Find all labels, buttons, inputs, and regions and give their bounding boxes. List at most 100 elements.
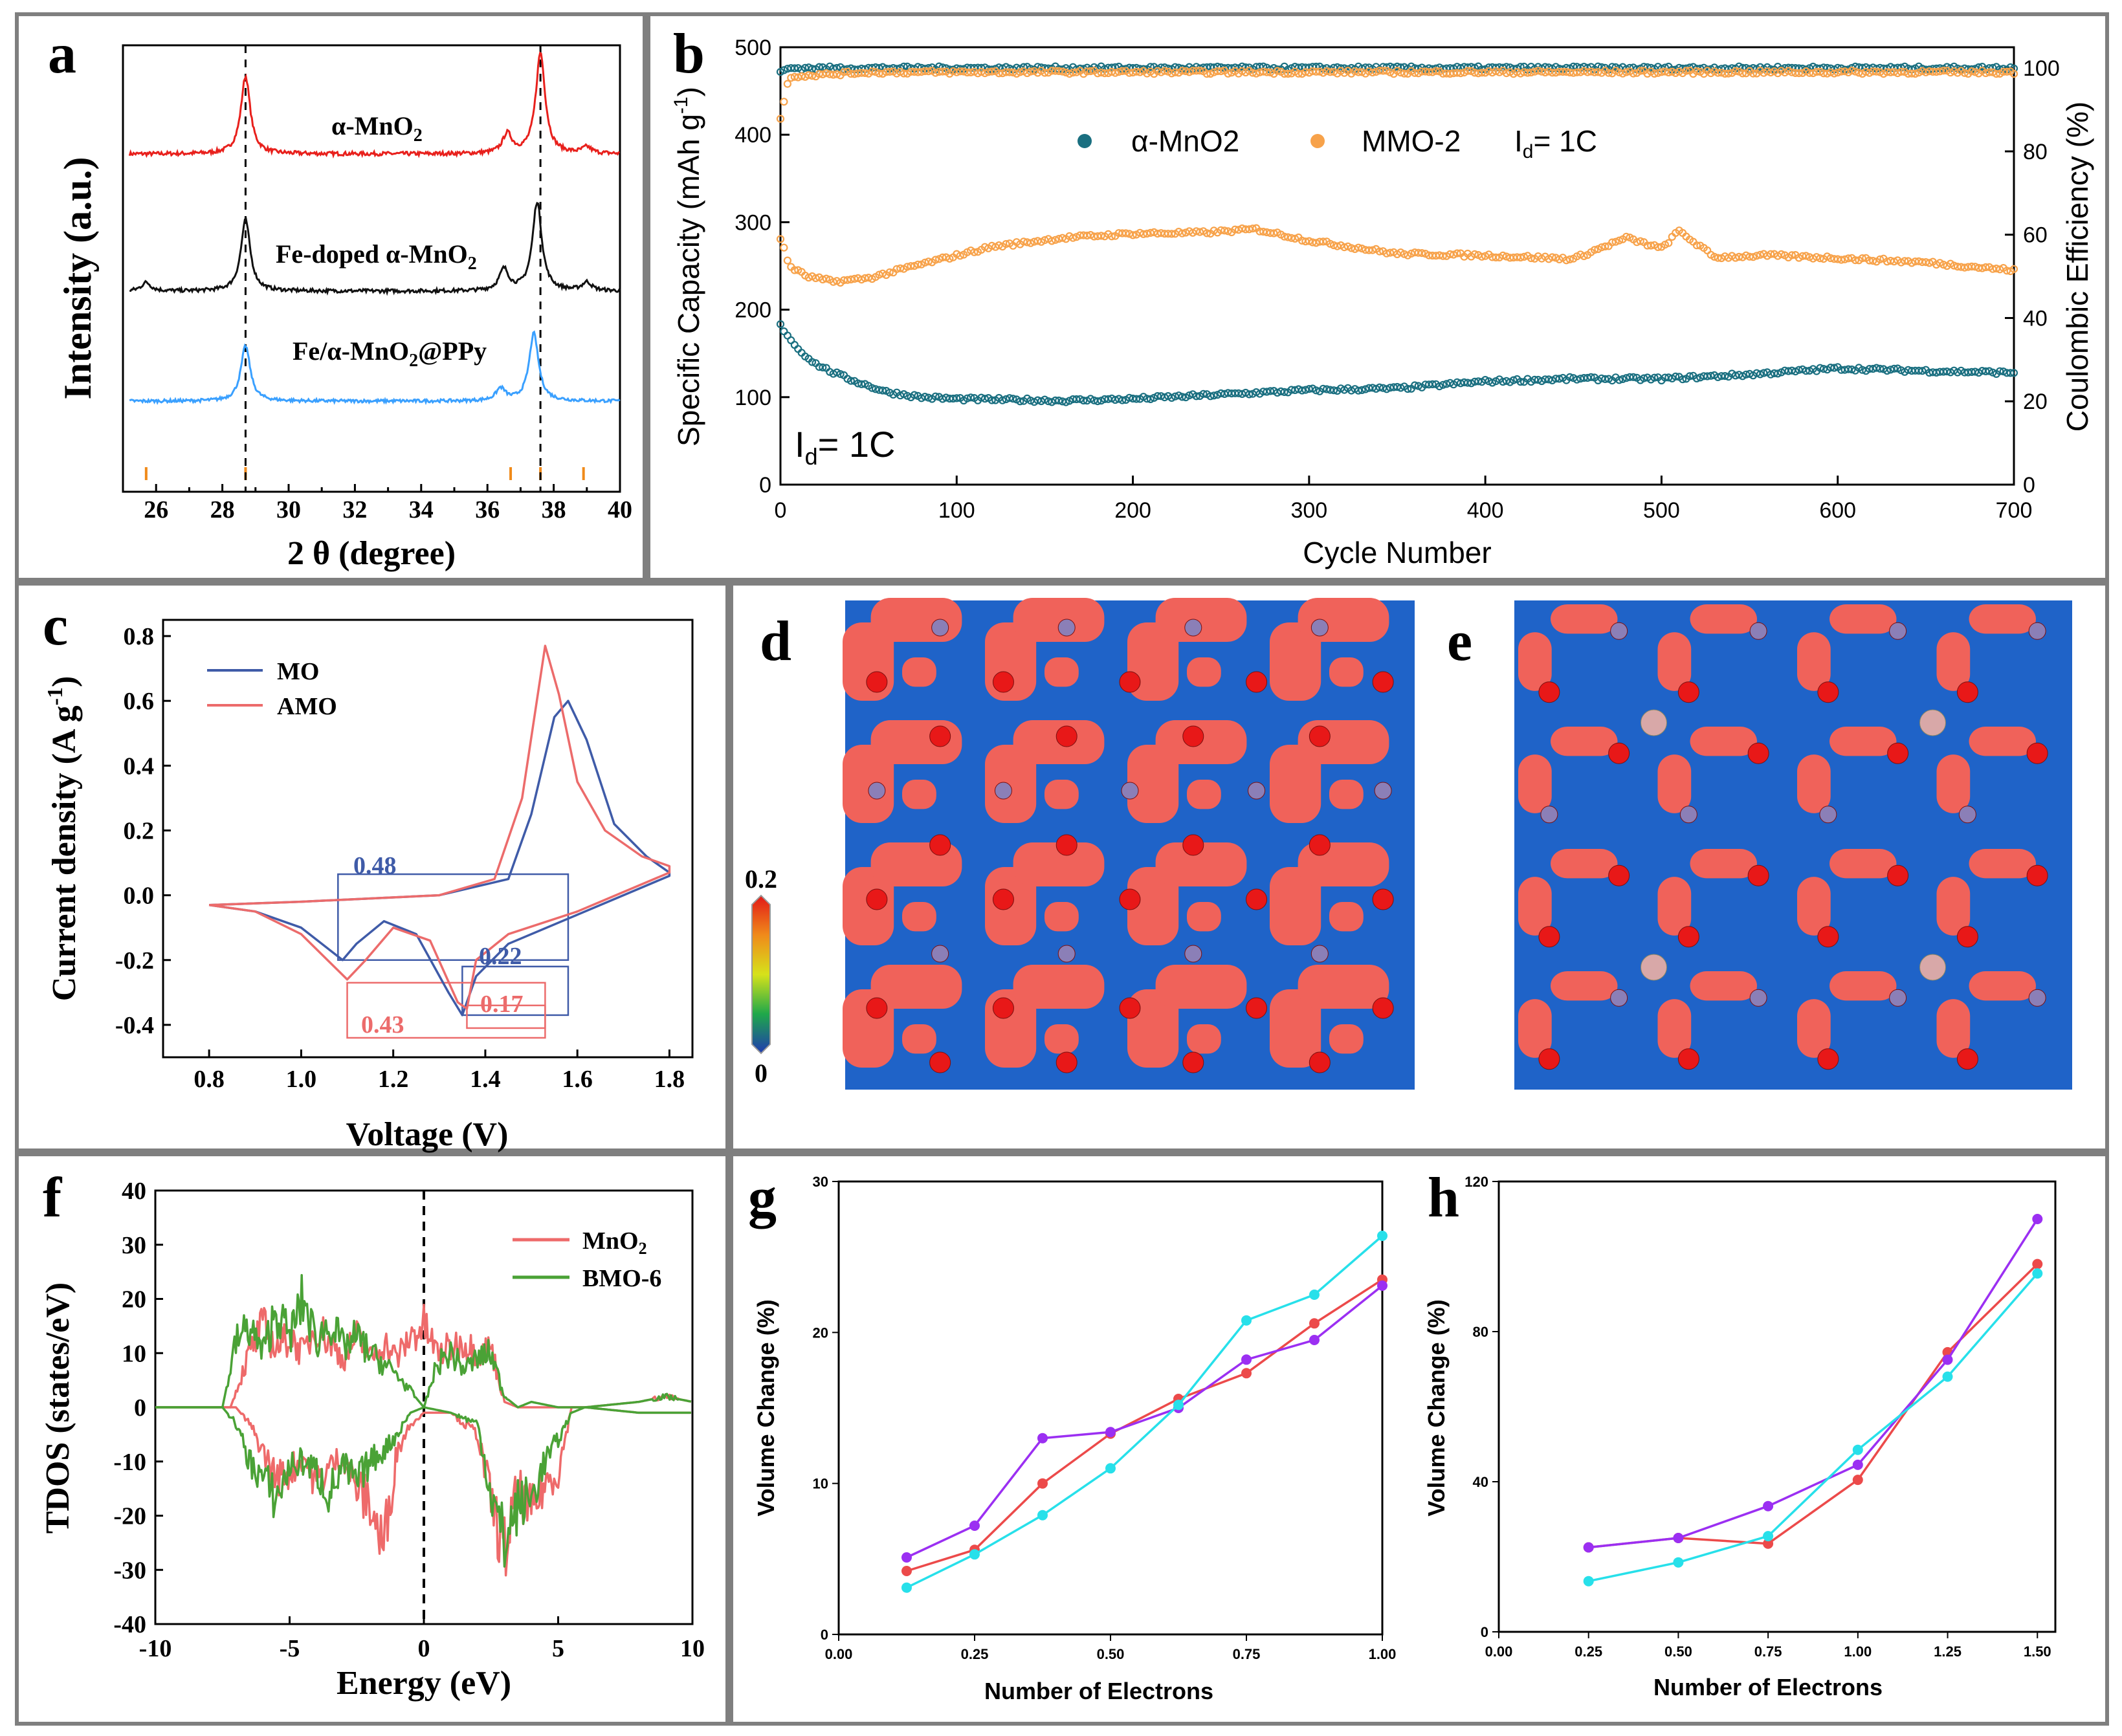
- panel-c-frame: [15, 582, 729, 1152]
- data-point: [995, 69, 1003, 78]
- legend-label-mo: MO: [277, 658, 319, 685]
- x-tick-label: 30: [276, 496, 301, 523]
- data-point: [780, 327, 788, 336]
- data-point: [776, 115, 785, 123]
- data-point: [1653, 69, 1663, 77]
- data-point: [1703, 372, 1712, 380]
- y-tick-label: -0.4: [115, 1012, 154, 1039]
- manganese-atom: [2028, 989, 2046, 1007]
- data-point: [1319, 384, 1327, 393]
- density-band: [1013, 598, 1105, 643]
- density-band: [843, 745, 894, 823]
- data-point: [1784, 67, 1793, 75]
- data-point: [1848, 365, 1856, 374]
- data-point: [846, 377, 856, 385]
- oxygen-atom: [1538, 681, 1560, 703]
- oxygen-atom: [1055, 725, 1078, 747]
- y-tick-label: 0: [821, 1627, 828, 1643]
- density-band: [1797, 632, 1831, 691]
- data-point: [910, 391, 919, 399]
- series-point-red: [901, 1566, 912, 1576]
- data-point: [1787, 251, 1796, 259]
- panel-a: a Intensity (a.u.) 2 θ (degree) 26 28 30 32…: [48, 23, 632, 572]
- manganese-atom: [1184, 619, 1202, 637]
- panel-de-frame: [729, 582, 2109, 1152]
- x-tick-label: 300: [1290, 498, 1327, 523]
- data-point: [1312, 239, 1320, 247]
- data-point: [938, 67, 947, 76]
- data-point: [1329, 386, 1338, 395]
- data-point: [1051, 236, 1059, 244]
- data-point: [1830, 69, 1839, 78]
- data-point: [1619, 69, 1627, 78]
- data-point: [1812, 67, 1821, 76]
- series-point-cyan: [1377, 1231, 1387, 1241]
- density-band: [1518, 632, 1552, 691]
- data-point: [1840, 255, 1849, 263]
- data-point: [1058, 67, 1067, 76]
- y-tick-label-right: 20: [2023, 390, 2048, 414]
- panel-a-label-fe-ppy: Fe/α-MnO2@PPy: [293, 336, 487, 371]
- density-band: [1298, 965, 1389, 1009]
- x-tick-label: 1.8: [654, 1066, 685, 1093]
- series-point-purple: [1673, 1533, 1684, 1543]
- series-point-cyan: [969, 1549, 980, 1560]
- data-point: [1160, 67, 1169, 75]
- data-point: [1079, 396, 1088, 405]
- data-point: [1749, 69, 1758, 78]
- data-point: [1692, 241, 1701, 250]
- data-point: [857, 380, 866, 388]
- panel-h-ticks: 0.00 0.25 0.50 0.75 1.00 1.25 1.50 0 40 80 120: [1464, 1174, 2051, 1660]
- data-point: [1531, 375, 1539, 384]
- data-point: [1178, 67, 1186, 75]
- data-point: [1851, 256, 1859, 265]
- data-point: [1019, 63, 1028, 71]
- data-point: [1795, 69, 1803, 78]
- x-tick-label: 1.00: [1369, 1646, 1397, 1662]
- annotation-022: 0.22: [479, 943, 522, 970]
- data-point: [878, 386, 887, 395]
- data-point: [783, 80, 792, 88]
- data-point: [1068, 234, 1078, 242]
- data-point: [1273, 67, 1281, 75]
- data-point: [1386, 248, 1395, 257]
- data-point: [1611, 237, 1620, 246]
- series-point-purple: [969, 1521, 980, 1531]
- y-tick-label-left: 0: [759, 473, 771, 498]
- data-point: [980, 395, 989, 403]
- data-point: [2003, 267, 2011, 275]
- dopant-atom: [1641, 709, 1667, 736]
- oxygen-atom: [992, 671, 1014, 693]
- y-tick-label: 30: [813, 1174, 828, 1190]
- manganese-atom: [994, 782, 1012, 800]
- series-point-purple: [1942, 1354, 1953, 1365]
- data-point: [1692, 67, 1701, 76]
- data-point: [1435, 382, 1444, 391]
- panel-b: b Specific Capacity (mAh g-1) Coulombic …: [670, 23, 2094, 569]
- density-band: [1969, 971, 2036, 1001]
- data-point: [1619, 375, 1627, 384]
- data-point: [822, 274, 830, 283]
- density-band: [1013, 842, 1105, 887]
- data-point: [885, 67, 894, 76]
- data-point: [1682, 67, 1690, 75]
- panel-g-label: g: [748, 1167, 777, 1229]
- y-tick-label: -10: [113, 1449, 146, 1476]
- data-point: [970, 248, 978, 256]
- data-point: [1555, 375, 1564, 383]
- data-point: [1477, 252, 1486, 261]
- data-point: [1819, 364, 1828, 373]
- series-point-red: [1241, 1368, 1252, 1379]
- data-point: [1594, 62, 1602, 71]
- oxygen-atom: [1182, 834, 1204, 856]
- density-band: [1969, 727, 2036, 756]
- data-point: [1005, 68, 1014, 76]
- data-point: [1819, 69, 1828, 78]
- data-point: [871, 385, 880, 393]
- data-point: [822, 69, 830, 78]
- panel-b-ylabel-right: Coulombic Efficiency (%): [2061, 102, 2094, 432]
- data-point: [1290, 234, 1299, 243]
- data-point: [1375, 247, 1384, 256]
- data-point: [1379, 67, 1387, 75]
